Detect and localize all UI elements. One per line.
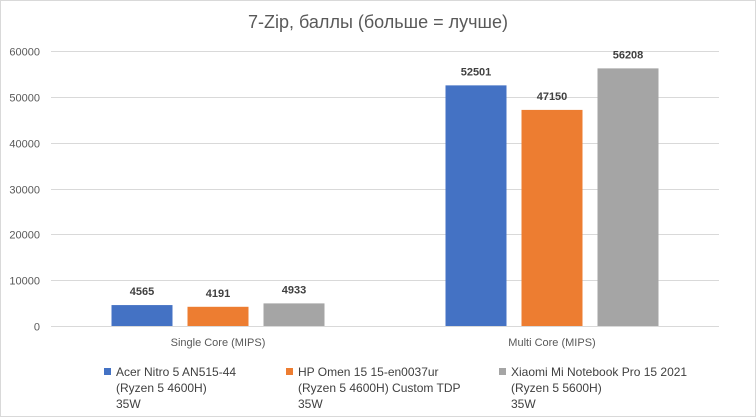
y-tick-label-3: 30000: [9, 185, 40, 197]
legend-label-series-3: Xiaomi Mi Notebook Pro 15 2021 (Ryzen 5 …: [511, 365, 688, 411]
y-axis-tick-labels: 0 10000 20000 30000 40000 50000 60000: [9, 47, 40, 334]
bar-1-series-2: [187, 306, 249, 326]
x-category-label-1: Single Core (MIPS): [171, 337, 266, 349]
x-category-label-2: Multi Core (MIPS): [508, 337, 595, 349]
y-tick-label-5: 50000: [9, 93, 40, 105]
data-labels: 4565 4191 4933 52501 47150 56208: [130, 49, 644, 299]
legend-swatch-series-1: [104, 368, 111, 375]
data-label-1-series-1: 4565: [130, 286, 154, 298]
y-tick-label-0: 0: [34, 322, 40, 334]
x-axis-category-labels: Single Core (MIPS) Multi Core (MIPS): [171, 337, 596, 349]
y-tick-label-6: 60000: [9, 47, 40, 59]
legend-label-series-2: HP Omen 15 15-en0037ur (Ryzen 5 4600H) C…: [298, 365, 461, 411]
chart-title: 7-Zip, баллы (больше = лучше): [248, 12, 508, 32]
bar-2-series-1: [445, 85, 507, 326]
y-tick-label-1: 10000: [9, 276, 40, 288]
bar-1-series-1: [111, 305, 173, 326]
legend-swatch-series-2: [286, 368, 293, 375]
data-label-1-series-2: 4191: [206, 288, 230, 300]
data-label-2-series-2: 47150: [537, 91, 568, 103]
bar-2-series-3: [597, 68, 659, 326]
data-label-1-series-3: 4933: [282, 284, 306, 296]
y-tick-label-4: 40000: [9, 139, 40, 151]
y-tick-label-2: 20000: [9, 230, 40, 242]
bar-2-series-2: [521, 109, 583, 326]
data-label-2-series-3: 56208: [613, 49, 644, 61]
bar-1-series-3: [263, 303, 325, 326]
legend-swatch-series-3: [499, 368, 506, 375]
data-label-2-series-1: 52501: [461, 66, 492, 78]
legend-label-series-1: Acer Nitro 5 AN515-44 (Ryzen 5 4600H) 35…: [116, 365, 237, 411]
gridlines: [51, 51, 719, 327]
bars: [111, 68, 659, 326]
